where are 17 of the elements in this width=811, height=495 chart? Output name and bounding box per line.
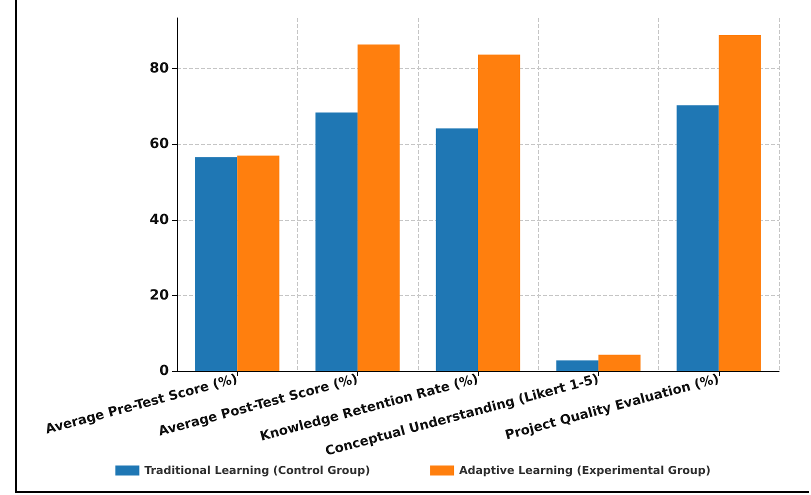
bar bbox=[676, 105, 719, 371]
legend-label: Traditional Learning (Control Group) bbox=[144, 464, 370, 477]
bar bbox=[436, 128, 478, 371]
bar bbox=[315, 112, 358, 371]
bar bbox=[195, 157, 238, 371]
bar bbox=[718, 35, 761, 371]
legend-label: Adaptive Learning (Experimental Group) bbox=[459, 464, 711, 477]
y-tick-label: 60 bbox=[150, 136, 170, 152]
y-tick-label: 40 bbox=[150, 212, 170, 228]
bar bbox=[598, 354, 641, 371]
bar bbox=[358, 44, 400, 371]
y-tick-label: 80 bbox=[150, 60, 170, 77]
y-tick-label: 20 bbox=[150, 287, 170, 304]
bar bbox=[237, 156, 280, 371]
bar bbox=[478, 54, 520, 371]
y-tick-label: 0 bbox=[159, 363, 170, 379]
bar bbox=[556, 360, 598, 371]
